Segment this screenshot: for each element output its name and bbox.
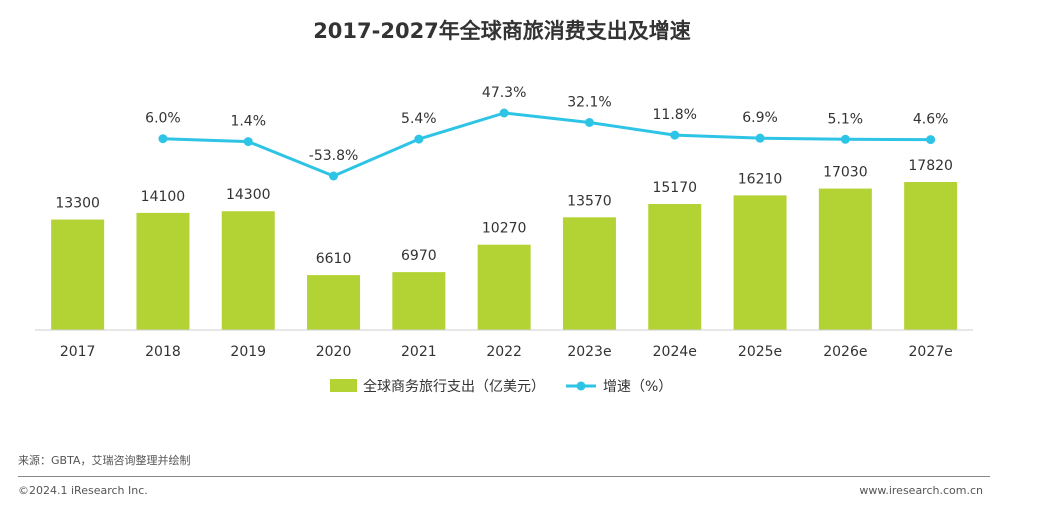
bar-2026e <box>818 188 872 330</box>
chart: 2017-2027年全球商旅消费支出及增速 13300 14100 14300 661… <box>35 19 973 395</box>
growth-line: 6.0% 1.4% -53.8% 5.4% 47.3% 32.1% 11.8% 6.9% 5.1… <box>145 85 948 181</box>
growth-line-path <box>162 111 931 178</box>
legend-bar-swatch <box>330 379 357 392</box>
bar-value-label: 6610 <box>316 251 352 267</box>
growth-point-2025e <box>755 133 765 143</box>
growth-value-label: 11.8% <box>653 107 697 123</box>
bar-2022 <box>477 244 531 330</box>
bar-value-label: 15170 <box>652 180 697 196</box>
growth-point-2027e <box>926 135 936 145</box>
bar-value-label: 17030 <box>823 165 868 181</box>
legend-bar-label: 全球商务旅行支出（亿美元） <box>363 378 545 395</box>
growth-point-2018 <box>158 134 168 144</box>
growth-point-2023e <box>584 117 594 127</box>
legend-line-marker <box>576 381 586 391</box>
growth-point-2026e <box>840 134 850 144</box>
growth-value-label: 5.4% <box>401 111 437 127</box>
growth-value-label: 5.1% <box>828 111 864 127</box>
x-tick-2022: 2022 <box>486 344 522 360</box>
growth-value-label: 6.9% <box>742 110 778 126</box>
growth-value-label: 6.0% <box>145 111 181 127</box>
x-tick-2025e: 2025e <box>738 344 782 360</box>
x-tick-2024e: 2024e <box>653 344 697 360</box>
bar-2020 <box>307 275 361 330</box>
legend: 全球商务旅行支出（亿美元） 增速（%） <box>330 378 672 395</box>
chart-title: 2017-2027年全球商旅消费支出及增速 <box>313 19 691 43</box>
growth-value-label: 47.3% <box>482 85 526 101</box>
bar-2027e <box>904 182 958 330</box>
bar-value-label: 10270 <box>482 221 527 237</box>
legend-line-label: 增速（%） <box>603 379 672 395</box>
bar-2019 <box>221 211 275 330</box>
x-tick-2020: 2020 <box>316 344 352 360</box>
growth-value-label: 4.6% <box>913 112 949 128</box>
x-tick-2021: 2021 <box>401 344 437 360</box>
bar-value-label: 13570 <box>567 193 612 209</box>
x-tick-2023e: 2023e <box>567 344 611 360</box>
x-tick-2018: 2018 <box>145 344 181 360</box>
bar-2025e <box>733 195 787 330</box>
bar-2023e <box>562 217 616 330</box>
bar-value-label: 16210 <box>738 171 783 187</box>
growth-point-2022 <box>499 108 509 118</box>
bar-2024e <box>648 204 702 330</box>
bar-value-label: 14100 <box>141 189 186 205</box>
growth-point-2019 <box>243 137 253 147</box>
bar-value-label: 14300 <box>226 187 271 203</box>
x-tick-2026e: 2026e <box>823 344 867 360</box>
growth-value-label: -53.8% <box>309 148 359 164</box>
x-tick-2019: 2019 <box>230 344 266 360</box>
bar-value-label: 17820 <box>908 158 953 174</box>
source-note: 来源：GBTA，艾瑞咨询整理并绘制 <box>18 454 191 467</box>
x-tick-labels: 2017 2018 2019 2020 2021 2022 2023e 2024e 2025e 2… <box>60 344 953 360</box>
growth-point-2020 <box>329 171 339 181</box>
growth-point-2024e <box>670 130 680 140</box>
x-tick-2027e: 2027e <box>909 344 953 360</box>
bar-value-label: 13300 <box>55 196 100 212</box>
growth-value-label: 32.1% <box>567 94 611 110</box>
bars: 13300 14100 14300 6610 6970 10270 13570 15170 16… <box>51 158 958 330</box>
website-link[interactable]: www.iresearch.com.cn <box>859 484 983 497</box>
x-tick-2017: 2017 <box>60 344 96 360</box>
bar-2017 <box>51 219 105 330</box>
bar-value-label: 6970 <box>401 248 437 264</box>
bar-2021 <box>392 272 446 330</box>
growth-value-label: 1.4% <box>230 114 266 130</box>
footer-divider <box>18 476 990 477</box>
bar-2018 <box>136 212 190 330</box>
growth-point-2021 <box>414 134 424 144</box>
copyright: ©2024.1 iResearch Inc. <box>18 484 148 497</box>
